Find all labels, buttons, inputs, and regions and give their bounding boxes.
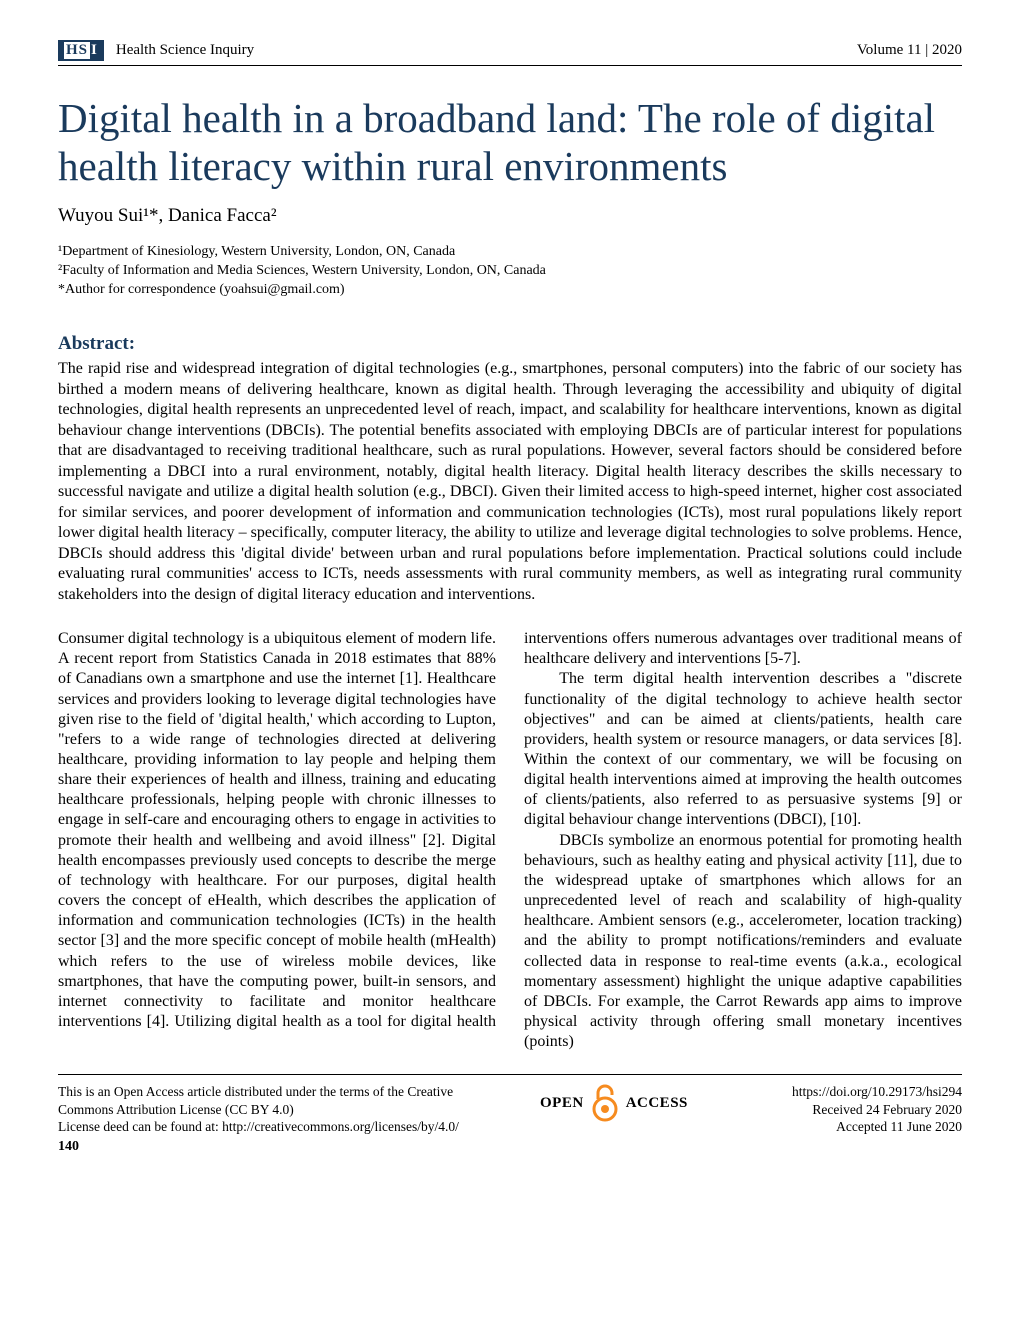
open-access-badge: OPEN ACCESS — [540, 1083, 688, 1123]
abstract-heading: Abstract: — [58, 333, 962, 355]
accepted-date: Accepted 11 June 2020 — [736, 1118, 962, 1136]
dates-block: https://doi.org/10.29173/hsi294 Received… — [736, 1083, 962, 1136]
volume-issue: Volume 11 | 2020 — [857, 42, 962, 59]
abstract-body: The rapid rise and widespread integratio… — [58, 359, 962, 605]
page-header: HSI Health Science Inquiry Volume 11 | 2… — [58, 40, 962, 66]
body-p2: The term digital health intervention des… — [524, 669, 962, 830]
journal-logo: HSI — [58, 40, 104, 61]
body-p3: DBCIs symbolize an enormous potential fo… — [524, 831, 962, 1053]
open-access-icon — [592, 1083, 618, 1123]
license-text: This is an Open Access article distribut… — [58, 1083, 492, 1118]
doi: https://doi.org/10.29173/hsi294 — [736, 1083, 962, 1101]
affiliations: ¹Department of Kinesiology, Western Univ… — [58, 243, 962, 300]
header-left: HSI Health Science Inquiry — [58, 40, 254, 61]
page-number: 140 — [58, 1138, 492, 1156]
body-text: Consumer digital technology is a ubiquit… — [58, 629, 962, 1052]
article-title: Digital health in a broadband land: The … — [58, 94, 962, 191]
oa-open: OPEN — [540, 1094, 584, 1114]
license-block: This is an Open Access article distribut… — [58, 1083, 492, 1156]
received-date: Received 24 February 2020 — [736, 1101, 962, 1119]
page-footer: This is an Open Access article distribut… — [58, 1074, 962, 1156]
correspondence: *Author for correspondence (yoahsui@gmai… — [58, 281, 962, 300]
affiliation-2: ²Faculty of Information and Media Scienc… — [58, 262, 962, 281]
affiliation-1: ¹Department of Kinesiology, Western Univ… — [58, 243, 962, 262]
license-url: License deed can be found at: http://cre… — [58, 1118, 492, 1136]
authors-line: Wuyou Sui¹*, Danica Facca² — [58, 205, 962, 227]
journal-name: Health Science Inquiry — [116, 42, 254, 59]
oa-access: ACCESS — [626, 1094, 688, 1114]
